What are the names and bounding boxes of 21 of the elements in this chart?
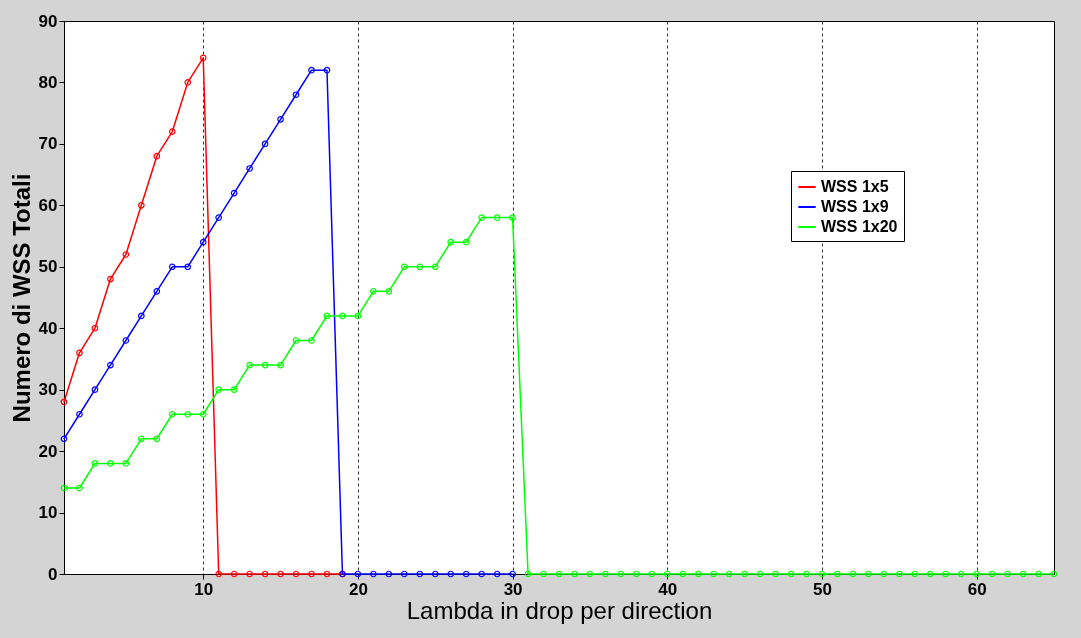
y-tick-label: 80 bbox=[38, 72, 58, 92]
x-tick-label: 60 bbox=[967, 579, 987, 599]
x-tick-label: 20 bbox=[348, 579, 368, 599]
y-tick-label: 20 bbox=[38, 441, 58, 461]
x-tick-label: 10 bbox=[194, 579, 214, 599]
x-axis-title: Lambda in drop per direction bbox=[406, 596, 713, 624]
y-tick-label: 60 bbox=[38, 195, 58, 215]
y-tick-label: 40 bbox=[38, 318, 58, 338]
y-axis-title: Numero di WSS Totali bbox=[7, 173, 35, 423]
legend-label: WSS 1x5 bbox=[821, 178, 889, 195]
x-tick-label: 30 bbox=[503, 579, 523, 599]
y-tick-label: 30 bbox=[38, 380, 58, 400]
x-tick-label: 40 bbox=[658, 579, 678, 599]
y-tick-label: 0 bbox=[48, 564, 58, 584]
x-tick-label: 50 bbox=[813, 579, 832, 599]
y-tick-label: 10 bbox=[38, 503, 58, 523]
y-tick-label: 50 bbox=[38, 257, 58, 277]
y-tick-label: 90 bbox=[38, 11, 58, 31]
legend-label: WSS 1x20 bbox=[821, 218, 898, 235]
y-tick-label: 70 bbox=[38, 134, 58, 154]
legend-label: WSS 1x9 bbox=[821, 198, 889, 215]
